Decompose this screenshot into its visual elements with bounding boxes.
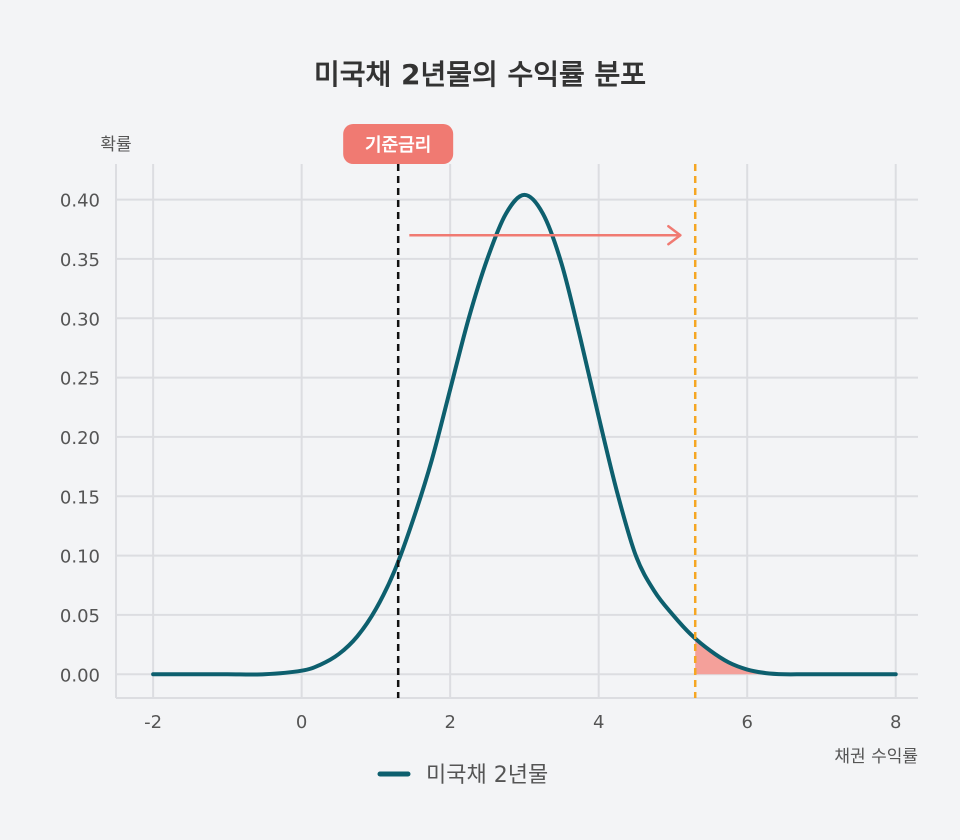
x-axis-label: 채권 수익률 (834, 747, 918, 767)
y-tick-label: 0.40 (60, 191, 100, 212)
x-tick-label: 6 (741, 712, 752, 733)
base-rate-badge: 기준금리 (343, 124, 454, 164)
legend: 미국채 2년물 (377, 763, 548, 788)
base-rate-badge-bg (343, 124, 454, 164)
y-tick-label: 0.25 (60, 369, 100, 390)
y-tick-label: 0.15 (60, 487, 100, 508)
x-tick-label: 2 (444, 712, 455, 733)
y-tick-label: 0.35 (60, 250, 100, 271)
shift-arrow-head (667, 224, 682, 246)
x-tick-label: 8 (890, 712, 901, 733)
y-tick-label: 0.10 (60, 547, 100, 568)
legend-label: 미국채 2년물 (426, 763, 548, 788)
y-tick-label: 0.05 (60, 606, 100, 627)
grid-layer (115, 164, 918, 699)
y-tick-label: 0.30 (60, 309, 100, 330)
y-tick-labels: 0.00 0.05 0.10 0.15 0.20 0.25 0.30 0.35 0.40 (60, 191, 100, 687)
base-rate-label: 기준금리 (365, 135, 431, 156)
chart-marks (151, 164, 898, 698)
y-axis-label: 확률 (100, 135, 131, 155)
y-tick-label: 0.20 (60, 428, 100, 449)
y-tick-label: 0.00 (60, 665, 100, 686)
x-tick-label: -2 (144, 712, 162, 733)
x-tick-label: 4 (593, 712, 604, 733)
series-line-us-2y (151, 192, 898, 677)
chart-title: 미국채 2년물의 수익률 분포 (314, 58, 646, 91)
x-tick-label: 0 (296, 712, 307, 733)
x-tick-labels: -2 0 2 4 6 8 (144, 712, 901, 733)
tail-shaded-area (695, 638, 785, 675)
